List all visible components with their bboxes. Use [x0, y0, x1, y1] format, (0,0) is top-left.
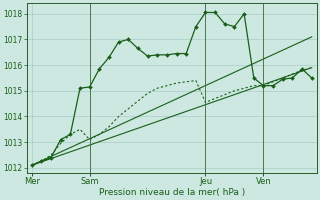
X-axis label: Pression niveau de la mer( hPa ): Pression niveau de la mer( hPa ) — [99, 188, 245, 197]
